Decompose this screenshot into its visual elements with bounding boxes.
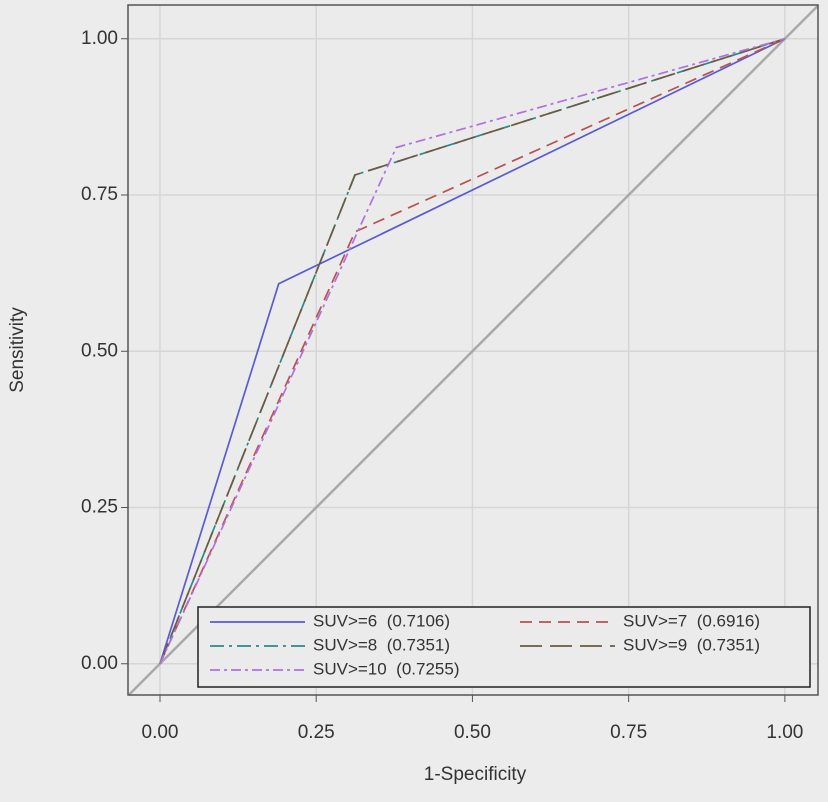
x-axis-label: 1-Specificity — [424, 764, 527, 785]
legend-label: SUV>=8 (0.7351) — [313, 635, 450, 654]
x-tick-label: 1.00 — [766, 722, 803, 743]
legend-label: SUV>=7 (0.6916) — [623, 611, 760, 630]
x-tick-label: 0.75 — [610, 722, 647, 743]
legend: SUV>=6 (0.7106) SUV>=7 (0.6916) SUV>=8 (0.… — [197, 606, 811, 688]
series-line — [159, 37, 786, 665]
legend-label: SUV>=10 (0.7255) — [313, 659, 459, 678]
reference-line — [127, 4, 819, 696]
plot-border — [127, 4, 819, 696]
y-tick-label: 0.50 — [81, 340, 118, 361]
y-tick-label: 0.00 — [81, 653, 118, 674]
legend-box — [197, 606, 811, 688]
y-tick-label: 0.25 — [81, 497, 118, 518]
series-line — [159, 37, 786, 665]
x-tick-label: 0.50 — [454, 722, 491, 743]
x-tick-label: 0.25 — [298, 722, 335, 743]
legend-label: SUV>=6 (0.7106) — [313, 611, 450, 630]
series-line — [159, 37, 786, 665]
y-axis-label: Sensitivity — [7, 307, 28, 393]
legend-label: SUV>=9 (0.7351) — [623, 635, 760, 654]
y-tick-label: 1.00 — [81, 28, 118, 49]
y-tick-label: 0.75 — [81, 184, 118, 205]
x-tick-label: 0.00 — [142, 722, 179, 743]
series-line — [159, 37, 786, 665]
